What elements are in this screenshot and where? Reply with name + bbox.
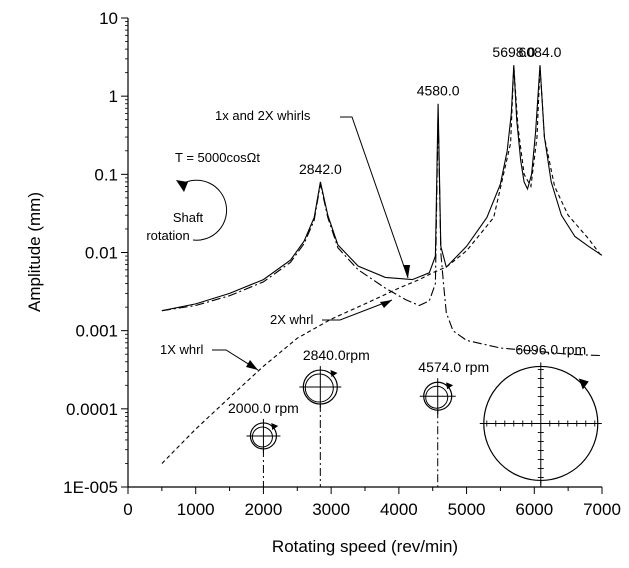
orbit-direction-arrow xyxy=(578,378,589,390)
orbit-inner-circle xyxy=(304,373,334,403)
orbit-speed-label: 2840.0rpm xyxy=(303,347,370,363)
shaft-rotation-arrow xyxy=(181,179,228,241)
x-tick-label: 2000 xyxy=(245,500,283,519)
series-layer xyxy=(161,65,603,464)
y-tick-label: 0.001 xyxy=(75,322,118,341)
orbit-direction-arrow xyxy=(446,382,454,390)
annotation-whirls-leader xyxy=(340,116,409,279)
series-line-dashdot xyxy=(161,113,603,357)
x-tick-label: 0 xyxy=(123,500,132,519)
annotation-whirls: 1x and 2X whirls xyxy=(215,108,311,123)
series-line-dashed xyxy=(161,66,603,464)
orbit-markers: 2000.0 rpm 2840.0rpm 4574.0 rpm 6096.0 rpm xyxy=(228,341,602,487)
peak-label: 2842.0 xyxy=(299,161,342,177)
x-tick-label: 1000 xyxy=(177,500,215,519)
axis-ticks: 0 1000 2000 3000 4000 5000 6000 7000 10 1 0.1 0.01 0… xyxy=(63,9,621,519)
orbit-direction-arrow xyxy=(271,422,279,430)
annotation-2x-whrl: 2X whrl xyxy=(270,312,313,327)
annotation-whirls-arrowhead xyxy=(403,265,410,278)
annotation-1x-whrl: 1X whrl xyxy=(160,342,203,357)
y-tick-label: 1 xyxy=(109,87,118,106)
series-line-solid xyxy=(161,65,603,312)
x-tick-label: 3000 xyxy=(312,500,350,519)
orbit-inner-circle xyxy=(425,385,449,409)
y-axis-title: Amplitude (mm) xyxy=(25,192,44,312)
annotation-torque: T = 5000cosΩt xyxy=(175,150,260,165)
orbit-speed-label: 4574.0 rpm xyxy=(418,359,489,375)
peak-label: 4580.0 xyxy=(417,83,460,99)
peak-label: 6084.0 xyxy=(519,44,562,60)
y-tick-label: 0.01 xyxy=(85,244,118,263)
orbit-inner-circle xyxy=(251,426,273,448)
annotation-1x-leader xyxy=(212,349,259,371)
annotation-1x-arrowhead xyxy=(246,360,258,370)
x-tick-label: 4000 xyxy=(380,500,418,519)
x-tick-label: 7000 xyxy=(583,500,621,519)
peak-label: 5698.0 xyxy=(492,44,535,60)
y-tick-label: 10 xyxy=(99,9,118,28)
annotation-shaft-line2: rotation xyxy=(146,228,189,243)
shaft-rotation-arrowhead xyxy=(176,180,188,192)
x-tick-label: 5000 xyxy=(448,500,486,519)
orbit-speed-label: 2000.0 rpm xyxy=(228,400,299,416)
orbit-direction-arrow xyxy=(330,370,338,378)
y-tick-label: 0.0001 xyxy=(66,400,118,419)
annotation-shaft-line1: Shaft xyxy=(173,210,204,225)
x-axis-title: Rotating speed (rev/min) xyxy=(272,537,458,556)
orbit-speed-label: 6096.0 rpm xyxy=(515,341,586,357)
annotation-2x-arrowhead xyxy=(380,300,392,308)
x-tick-label: 6000 xyxy=(515,500,553,519)
y-tick-label: 0.1 xyxy=(94,165,118,184)
annotation-2x-leader xyxy=(322,299,393,321)
y-tick-label: 1E-005 xyxy=(63,478,118,497)
